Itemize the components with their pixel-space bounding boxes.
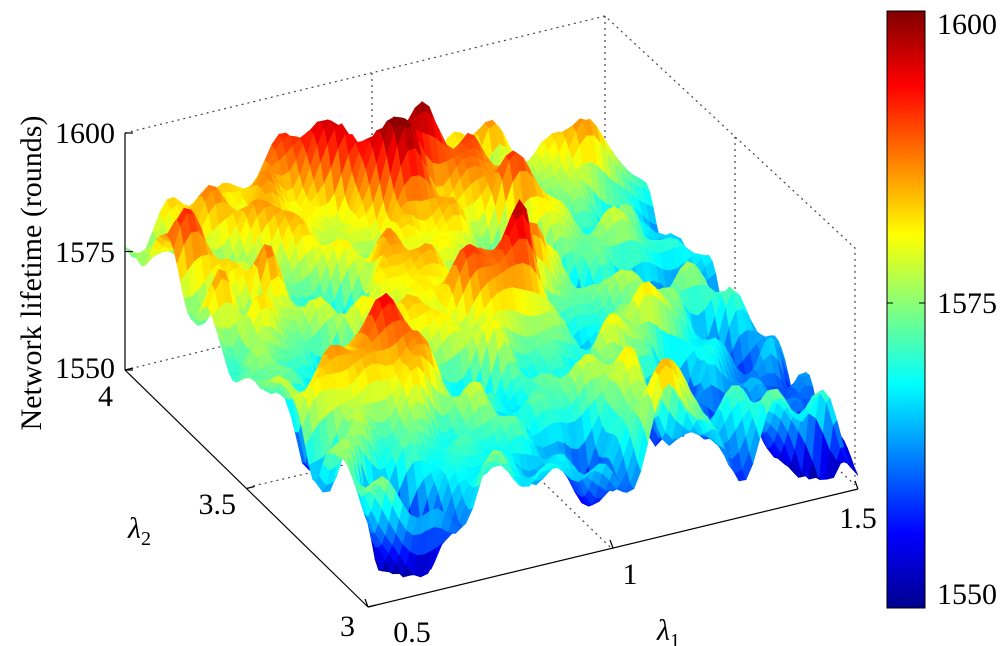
axis-tick [609, 539, 614, 549]
y-tick-label: 4 [98, 380, 113, 413]
colorbar-gradient [886, 10, 926, 609]
y-tick-label: 3.5 [199, 488, 237, 521]
z-axis-title: Network lifetime (rounds) [15, 116, 48, 431]
y-axis-title: λ2 [127, 512, 151, 550]
z-tick-label: 1575 [55, 236, 115, 269]
colorbar-label: 1600 [937, 8, 997, 41]
axis-tick [854, 480, 859, 490]
surface-mesh [124, 100, 859, 578]
colorbar-label: 1575 [937, 287, 997, 320]
x-tick-label: 1 [623, 558, 638, 591]
colorbar-label: 1550 [937, 578, 997, 611]
y-tick-label: 3 [340, 610, 355, 643]
box-back-top [124, 15, 856, 485]
z-tick-label: 1600 [55, 117, 115, 150]
axis-tick [367, 604, 377, 608]
colorbar: 1600 1575 1550 [886, 8, 997, 611]
axis-tick [246, 485, 255, 490]
x-tick-label: 0.5 [393, 616, 431, 646]
x-tick-label: 1.5 [839, 502, 877, 535]
x-axis-title: λ1 [656, 614, 680, 646]
